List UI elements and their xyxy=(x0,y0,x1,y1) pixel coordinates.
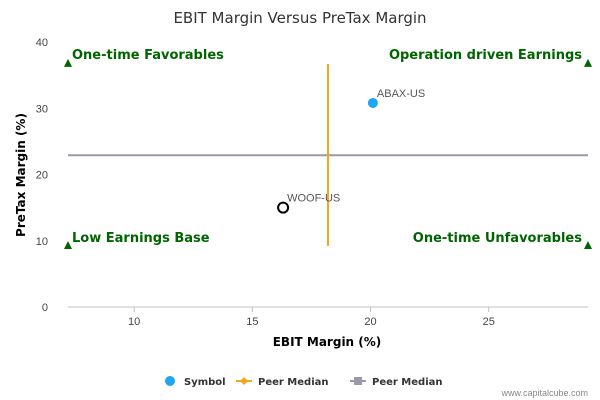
quadrant-marker-icon xyxy=(64,241,72,250)
legend-item[interactable]: Peer Median xyxy=(350,377,443,388)
quadrant-label-top-right: Operation driven Earnings xyxy=(389,48,582,63)
chart-title: EBIT Margin Versus PreTax Margin xyxy=(173,9,426,27)
quadrant-marker-icon xyxy=(584,58,592,67)
quadrant-label-top-left: One-time Favorables xyxy=(72,48,224,63)
y-tick-label: 30 xyxy=(36,103,48,115)
legend-item[interactable]: Symbol xyxy=(165,376,226,388)
quadrant-label-bottom-left: Low Earnings Base xyxy=(72,231,210,246)
legend-square-icon xyxy=(354,377,362,385)
data-point-label: WOOF-US xyxy=(287,193,340,205)
legend-symbol-icon xyxy=(165,376,175,386)
legend[interactable]: Symbol Peer Median Peer Median xyxy=(165,376,443,388)
y-tick-label: 40 xyxy=(36,37,48,49)
legend-label: Symbol xyxy=(184,377,226,388)
legend-label: Peer Median xyxy=(372,377,443,388)
legend-label: Peer Median xyxy=(258,377,329,388)
plot-area: 10 15 20 25 0 10 20 30 40 One-time Favorables Oper… xyxy=(36,37,592,328)
legend-diamond-icon xyxy=(240,377,248,385)
x-tick-label: 25 xyxy=(483,316,495,328)
quadrant-marker-icon xyxy=(64,58,72,67)
data-point-peer[interactable] xyxy=(277,201,290,214)
credit-text: www.capitalcube.com xyxy=(500,388,588,398)
legend-item[interactable]: Peer Median xyxy=(236,377,329,388)
x-axis-title: EBIT Margin (%) xyxy=(273,335,382,349)
y-tick-label: 20 xyxy=(36,170,48,182)
y-tick-label: 0 xyxy=(42,302,48,314)
y-axis-title: PreTax Margin (%) xyxy=(14,113,28,237)
x-tick-label: 15 xyxy=(246,316,258,328)
quadrant-label-bottom-right: One-time Unfavorables xyxy=(413,231,582,246)
x-tick-label: 20 xyxy=(364,316,376,328)
data-point-label: ABAX-US xyxy=(377,88,425,100)
y-tick-label: 10 xyxy=(36,236,48,248)
data-point-symbol[interactable] xyxy=(367,97,378,108)
x-tick-label: 10 xyxy=(128,316,140,328)
quadrant-marker-icon xyxy=(584,241,592,250)
